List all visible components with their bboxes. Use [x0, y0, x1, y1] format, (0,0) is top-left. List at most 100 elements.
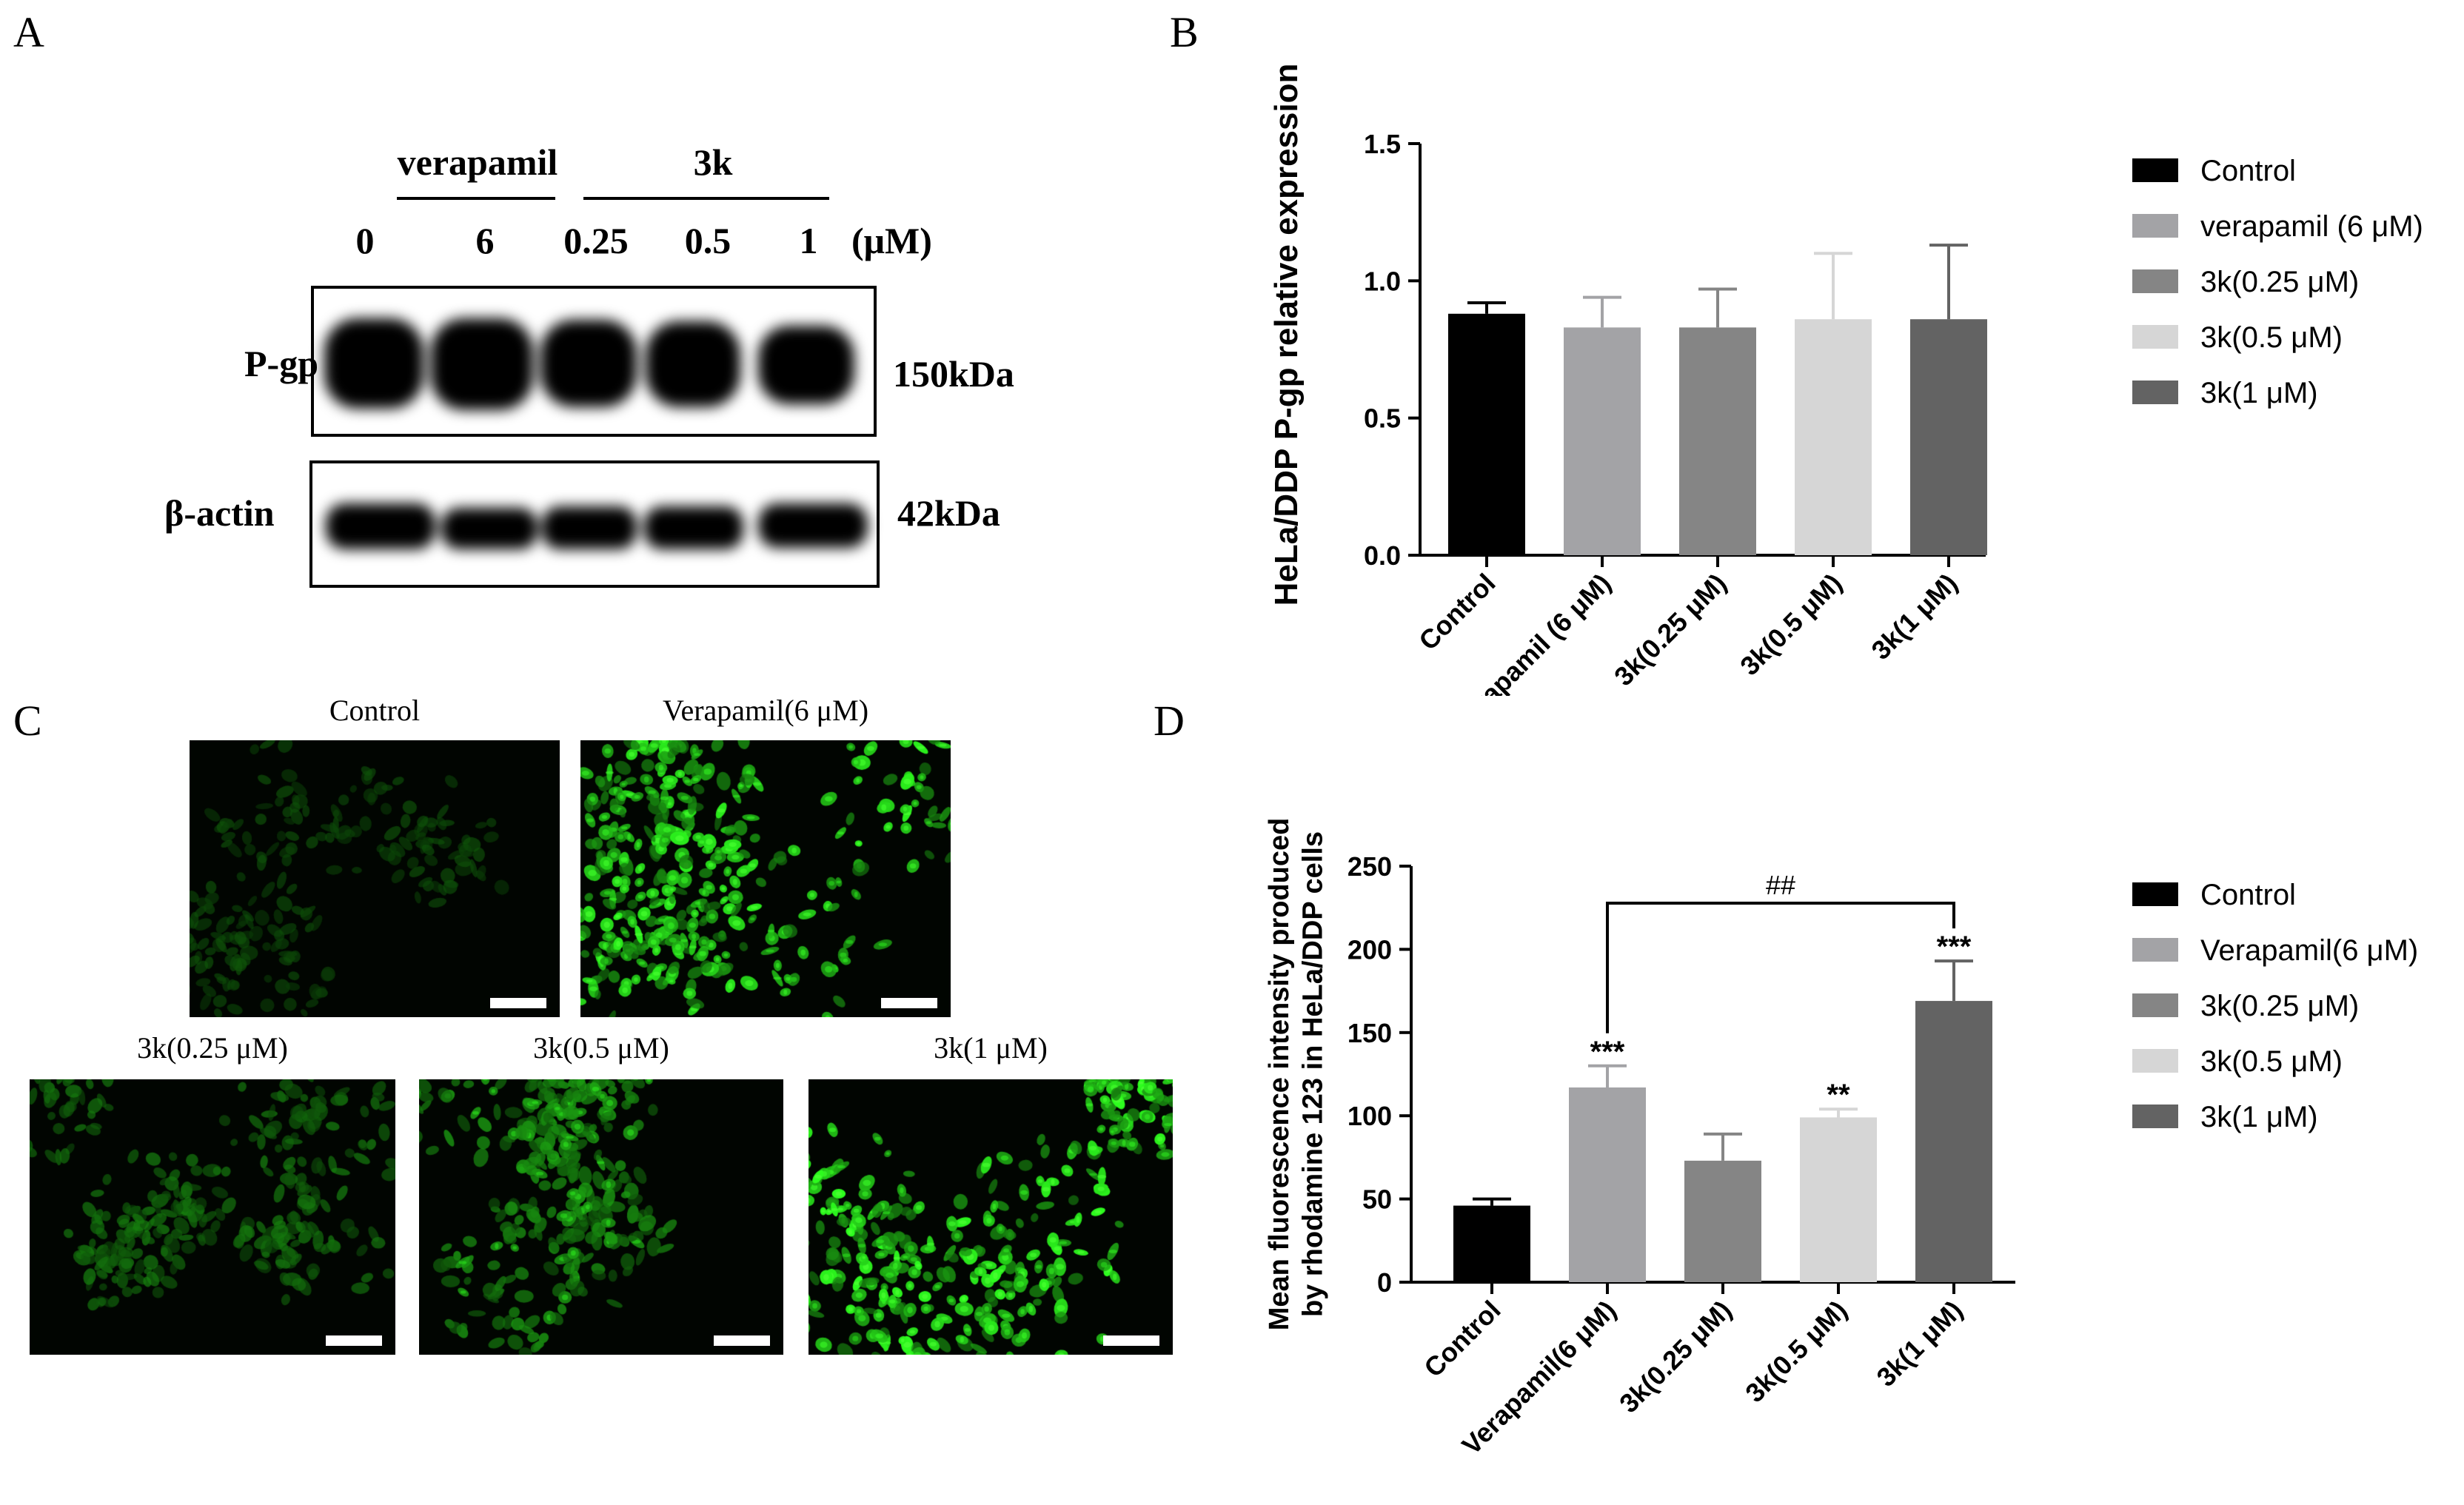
actin-protein-label: β-actin — [164, 492, 275, 534]
y-axis-label: Mean fluorescence intensity producedby r… — [1264, 818, 1329, 1331]
y-tick-label: 250 — [1348, 851, 1392, 882]
panel-label-d: D — [1154, 697, 1185, 745]
significance-label-3: ** — [1827, 1079, 1850, 1111]
lane-dose-0: 0 — [356, 220, 375, 261]
y-axis-label: HeLa/DDP P-gp relative expression — [1268, 64, 1305, 606]
legend-label-4: 3k(1 μM) — [2200, 1101, 2318, 1133]
lane-dose-2: 0.25 — [563, 220, 629, 261]
bar-1 — [1564, 327, 1641, 555]
comparison-bracket — [1606, 902, 1955, 1033]
y-tick-label: 150 — [1348, 1018, 1392, 1048]
bar-1 — [1569, 1087, 1646, 1282]
micrograph-3k-1 — [808, 1079, 1173, 1355]
y-tick-label: 0.5 — [1364, 403, 1401, 434]
legend-swatch-3 — [2132, 1049, 2178, 1073]
lane-dose-1: 6 — [476, 220, 495, 261]
scale-bar — [881, 998, 937, 1008]
legend-swatch-1 — [2132, 214, 2178, 238]
pgp-size-label: 150kDa — [893, 353, 1014, 395]
legend-label-2: 3k(0.25 μM) — [2200, 990, 2359, 1022]
group-label-3k: 3k — [694, 141, 733, 183]
legend-label-1: verapamil (6 μM) — [2200, 210, 2423, 243]
significance-label-4: *** — [1937, 931, 1972, 963]
legend-label-0: Control — [2200, 879, 2296, 911]
scale-bar — [490, 998, 546, 1008]
pgp-protein-label: P-gp — [244, 343, 318, 384]
legend-swatch-1 — [2132, 938, 2178, 962]
y-tick-label: 100 — [1348, 1101, 1392, 1131]
micrograph-label-3k-025: 3k(0.25 μM) — [137, 1031, 288, 1065]
dose-unit: (μM) — [851, 220, 932, 261]
scale-bar — [326, 1335, 382, 1346]
bar-2 — [1679, 327, 1756, 555]
legend-swatch-2 — [2132, 993, 2178, 1017]
actin-size-label: 42kDa — [897, 492, 1000, 534]
micrograph-verapamil — [580, 740, 951, 1017]
legend-label-0: Control — [2200, 155, 2296, 187]
bar-3 — [1795, 319, 1872, 555]
legend-label-3: 3k(0.5 μM) — [2200, 1045, 2343, 1078]
pgp-bands — [324, 318, 854, 410]
comparison-label: ## — [1766, 870, 1795, 900]
micrograph-3k-05 — [419, 1079, 783, 1355]
scale-bar — [1103, 1335, 1159, 1346]
micrograph-label-control: Control — [329, 694, 421, 727]
y-tick-label: 50 — [1362, 1184, 1392, 1215]
legend-label-1: Verapamil(6 μM) — [2200, 934, 2418, 967]
actin-band-lane-4 — [644, 506, 743, 549]
y-tick-label: 1.0 — [1364, 266, 1401, 296]
actin-band-lane-2 — [441, 508, 538, 549]
legend-swatch-4 — [2132, 1105, 2178, 1128]
y-tick-label: 1.5 — [1364, 129, 1401, 159]
x-tick-label-0: Control — [1418, 1295, 1506, 1383]
y-tick-label: 0 — [1377, 1267, 1392, 1298]
western-blot-figure: verapamil 3k 0 6 0.25 0.5 1 (μM) P-gp 15… — [164, 141, 1014, 588]
x-tick-label-2: 3k(0.25 μM) — [1613, 1295, 1738, 1419]
x-tick-label-4: 3k(1 μM) — [1870, 1295, 1968, 1392]
scale-bar — [714, 1335, 770, 1346]
legend-label-2: 3k(0.25 μM) — [2200, 266, 2359, 298]
micrograph-label-3k-1: 3k(1 μM) — [934, 1031, 1048, 1065]
bar-4 — [1915, 1001, 1992, 1282]
legend-swatch-3 — [2132, 325, 2178, 349]
pgp-band-lane-2 — [431, 318, 533, 410]
significance-label-1: *** — [1590, 1036, 1625, 1068]
chart-b-pgp-expression: 0.0 0.5 1.0 1.5 Control verapamil (6 μM) 3k(0.… — [1268, 64, 2423, 696]
panel-label-c: C — [13, 697, 42, 745]
actin-bands — [326, 503, 868, 549]
actin-band-lane-5 — [758, 503, 868, 548]
legend-swatch-0 — [2132, 158, 2178, 182]
micrograph-label-verapamil: Verapamil(6 μM) — [662, 694, 869, 727]
bar-0 — [1453, 1205, 1530, 1282]
x-tick-label-3: 3k(0.5 μM) — [1739, 1295, 1853, 1409]
y-tick-label: 200 — [1348, 934, 1392, 965]
bar-0 — [1448, 313, 1525, 555]
pgp-band-lane-3 — [540, 320, 637, 407]
x-tick-label-4: 3k(1 μM) — [1865, 568, 1963, 666]
x-tick-label-0: Control — [1413, 568, 1501, 656]
panel-label-a: A — [13, 8, 44, 56]
panel-label-b: B — [1170, 8, 1199, 56]
x-tick-label-3: 3k(0.5 μM) — [1734, 568, 1848, 682]
micrograph-3k-025 — [30, 1079, 395, 1355]
bar-2 — [1684, 1160, 1761, 1282]
micrograph-control — [190, 740, 560, 1017]
legend-swatch-2 — [2132, 269, 2178, 293]
bar-3 — [1800, 1117, 1877, 1282]
pgp-band-lane-5 — [758, 326, 854, 404]
legend-swatch-4 — [2132, 381, 2178, 404]
lane-dose-3: 0.5 — [685, 220, 732, 261]
legend-label-4: 3k(1 μM) — [2200, 377, 2318, 409]
bar-4 — [1910, 319, 1987, 555]
legend-label-3: 3k(0.5 μM) — [2200, 321, 2343, 354]
actin-band-lane-3 — [542, 506, 637, 549]
y-tick-label: 0.0 — [1364, 540, 1401, 571]
legend-swatch-0 — [2132, 882, 2178, 906]
x-tick-label-2: 3k(0.25 μM) — [1608, 568, 1732, 692]
micrograph-label-3k-05: 3k(0.5 μM) — [533, 1031, 669, 1065]
pgp-band-lane-1 — [324, 318, 424, 409]
lane-dose-4: 1 — [800, 220, 818, 261]
pgp-band-lane-4 — [646, 321, 740, 407]
group-label-verapamil: verapamil — [398, 141, 558, 183]
